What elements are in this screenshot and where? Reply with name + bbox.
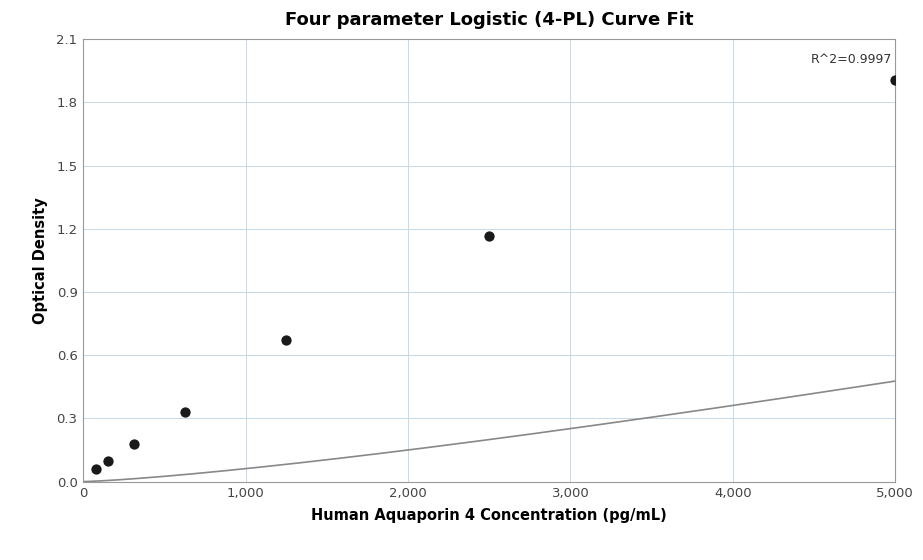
Point — [126, 440, 141, 449]
Point — [888, 76, 903, 85]
Text: R^2=0.9997: R^2=0.9997 — [810, 53, 892, 66]
X-axis label: Human Aquaporin 4 Concentration (pg/mL): Human Aquaporin 4 Concentration (pg/mL) — [311, 508, 667, 524]
Point — [177, 408, 192, 417]
Point — [101, 456, 115, 465]
Title: Four parameter Logistic (4-PL) Curve Fit: Four parameter Logistic (4-PL) Curve Fit — [285, 11, 693, 29]
Point — [279, 336, 294, 345]
Y-axis label: Optical Density: Optical Density — [33, 197, 48, 324]
Point — [89, 464, 103, 473]
Point — [482, 232, 497, 241]
